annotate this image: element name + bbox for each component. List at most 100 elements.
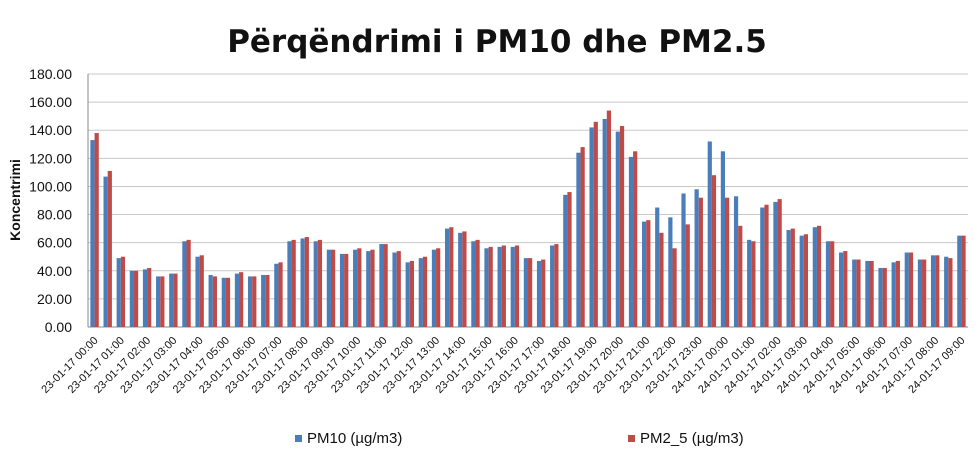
bar-pm25 xyxy=(790,228,795,327)
bar-pm25 xyxy=(239,272,244,327)
y-tick-label: 140.00 xyxy=(29,122,72,138)
bar-pm25 xyxy=(830,241,835,327)
bar-pm10 xyxy=(904,252,909,327)
bar-pm10 xyxy=(707,141,712,327)
y-tick-labels: 0.00 20.00 40.00 60.00 80.00 100.00 120.00 140.… xyxy=(29,66,72,335)
bar-pm10 xyxy=(694,189,699,327)
bar-pm10 xyxy=(628,156,634,327)
bar-pm10 xyxy=(615,131,620,327)
bar-pm25 xyxy=(278,262,283,327)
bar-pm25 xyxy=(725,197,730,327)
bar-pm25 xyxy=(567,192,572,327)
bar-pm25 xyxy=(436,248,441,327)
y-tick-label: 80.00 xyxy=(37,207,72,223)
gridlines xyxy=(87,73,968,328)
bar-pm10 xyxy=(221,277,226,327)
bar-pm10 xyxy=(405,262,410,327)
bar-pm25 xyxy=(422,256,428,327)
bar-pm25 xyxy=(225,277,231,327)
bar-pm10 xyxy=(602,118,607,327)
bar-pm10 xyxy=(497,246,502,327)
bar-pm10 xyxy=(313,241,318,327)
y-tick-label: 60.00 xyxy=(37,235,72,251)
bar-pm25 xyxy=(304,237,309,327)
bar-pm25 xyxy=(317,239,323,327)
legend-label-pm10: PM10 (µg/m3) xyxy=(307,430,402,447)
bar-pm10 xyxy=(891,262,896,327)
bar-pm10 xyxy=(103,176,108,327)
bar-pm25 xyxy=(212,276,217,327)
bar-pm10 xyxy=(208,274,213,327)
bar-pm25 xyxy=(107,170,112,327)
bar-pm10 xyxy=(944,256,949,327)
bar-pm10 xyxy=(142,269,148,327)
bar-pm25 xyxy=(501,245,506,327)
bar-pm25 xyxy=(869,260,874,327)
bar-pm25 xyxy=(475,239,480,327)
bar-pm10 xyxy=(720,151,726,327)
bar-pm25 xyxy=(488,246,493,327)
bar-pm25 xyxy=(357,248,362,327)
bar-pm25 xyxy=(764,204,769,327)
bar-pm10 xyxy=(760,207,765,327)
bar-pm25 xyxy=(633,151,638,327)
bar-pm25 xyxy=(94,133,99,327)
bar-pm25 xyxy=(265,274,270,327)
bar-pm25 xyxy=(685,224,690,327)
bar-pm10 xyxy=(563,194,568,327)
bar-pm25 xyxy=(528,258,533,327)
y-tick-label: 0.00 xyxy=(45,319,72,335)
bar-pm10 xyxy=(655,207,660,327)
bar-pm10 xyxy=(681,193,686,327)
bar-pm25 xyxy=(449,227,454,327)
bar-pm10 xyxy=(379,244,384,327)
bar-pm10 xyxy=(471,241,476,327)
bar-pm10 xyxy=(550,245,555,327)
y-tick-label: 40.00 xyxy=(37,263,72,279)
bar-pm25 xyxy=(514,245,520,327)
bar-pm10 xyxy=(261,274,266,327)
bar-pm25 xyxy=(409,260,414,327)
bar-pm25 xyxy=(593,121,598,327)
bar-pm10 xyxy=(773,201,778,327)
bar-pm10 xyxy=(353,249,358,327)
bar-pm25 xyxy=(908,252,914,327)
bar-pm25 xyxy=(291,239,296,327)
bar-pm10 xyxy=(418,258,423,327)
bar-pm25 xyxy=(160,276,165,327)
legend-label-pm25: PM2_5 (µg/m3) xyxy=(640,430,744,447)
bar-pm25 xyxy=(462,231,467,327)
bar-pm10 xyxy=(825,241,831,327)
bar-pm25 xyxy=(803,234,809,327)
bar-pm25 xyxy=(344,253,349,327)
bar-pm25 xyxy=(961,235,966,327)
bar-pm10 xyxy=(668,217,673,327)
bar-pm10 xyxy=(523,258,528,327)
legend: PM10 (µg/m3) PM2_5 (µg/m3) xyxy=(295,430,744,447)
bar-pm10 xyxy=(444,228,450,327)
y-tick-label: 160.00 xyxy=(29,94,72,110)
bar-pm10 xyxy=(917,259,923,327)
bar-pm10 xyxy=(129,270,134,327)
bar-pm25 xyxy=(396,251,401,327)
bar-pm25 xyxy=(186,239,191,327)
bar-pm25 xyxy=(856,259,861,327)
bar-pm25 xyxy=(698,197,703,327)
bar-pm10 xyxy=(812,227,817,327)
bar-pm10 xyxy=(247,276,253,327)
bar-pm25 xyxy=(252,276,257,327)
bar-pm25 xyxy=(895,260,900,327)
bar-pm10 xyxy=(234,273,240,327)
bar-pm25 xyxy=(711,175,717,327)
bar-pm10 xyxy=(878,267,883,327)
bar-pm25 xyxy=(948,258,953,327)
bar-pm10 xyxy=(156,276,161,327)
y-axis-label: Koncentrimi xyxy=(7,159,23,241)
bar-pm10 xyxy=(484,248,489,327)
bar-pm10 xyxy=(116,258,121,327)
bar-pm10 xyxy=(589,127,594,327)
bar-pm10 xyxy=(366,251,371,327)
